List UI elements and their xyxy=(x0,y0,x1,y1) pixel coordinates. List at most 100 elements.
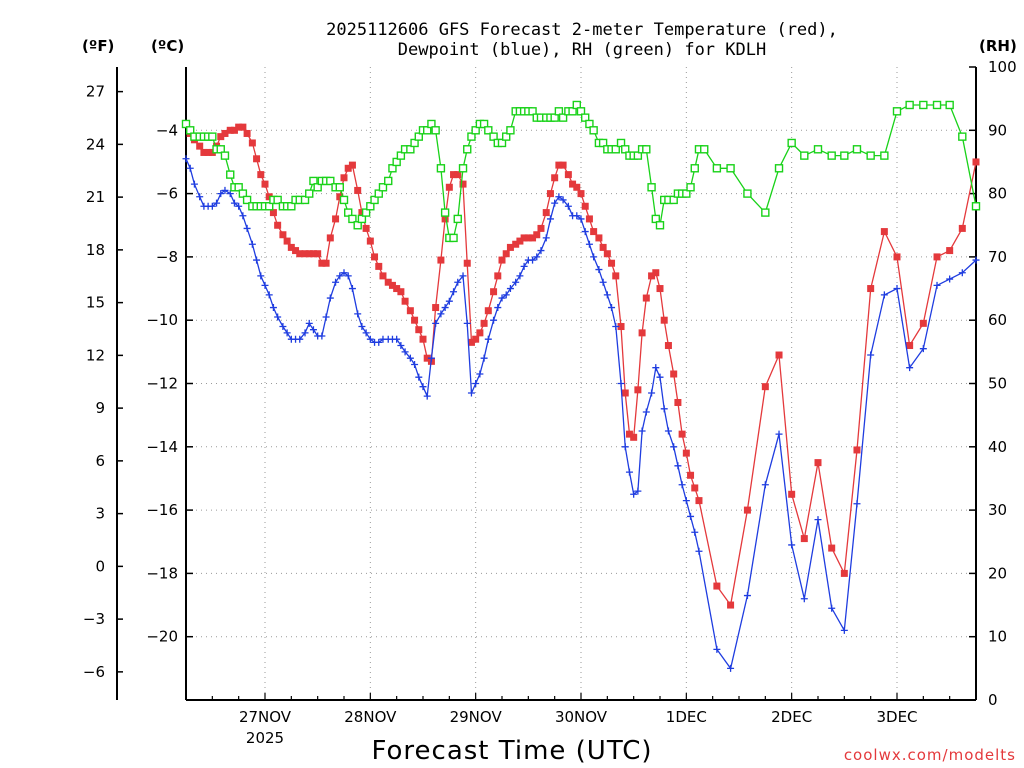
dewpoint-point xyxy=(893,285,901,293)
rh-point xyxy=(384,176,393,186)
tick-labels: −4−6−8−10−12−14−16−18−202724211815129630… xyxy=(83,58,1017,747)
dewpoint-point xyxy=(265,291,273,299)
temperature-point xyxy=(687,471,695,479)
rh-point xyxy=(479,119,489,129)
temperature-point xyxy=(432,304,440,312)
dewpoint-point xyxy=(502,291,510,299)
rh-tick-label-3: 70 xyxy=(988,248,1007,266)
temperature-point xyxy=(423,354,431,362)
temperature-point xyxy=(348,161,356,169)
dewpoint-point xyxy=(687,512,695,520)
dewpoint-series xyxy=(182,155,980,672)
rh-point xyxy=(348,214,357,224)
dewpoint-point xyxy=(269,304,277,312)
temperature-point xyxy=(625,430,633,438)
dewpoint-point xyxy=(332,278,340,286)
temperature-point xyxy=(638,329,646,337)
temperature-point xyxy=(682,449,690,457)
temperature-point xyxy=(467,338,475,346)
temperature-point xyxy=(472,335,480,343)
dewpoint-point xyxy=(958,269,966,277)
temperature-point xyxy=(283,237,291,245)
dewpoint-point xyxy=(411,361,419,369)
dewpoint-point xyxy=(599,278,607,286)
rh-point xyxy=(686,183,695,192)
dewpoint-point xyxy=(542,234,550,242)
fahrenheit-tick-label-6: 9 xyxy=(95,399,105,417)
temperature-point xyxy=(454,171,462,179)
rh-tick-label-10: 0 xyxy=(988,691,998,709)
celsius-tick-label-7: −18 xyxy=(146,564,178,582)
dewpoint-point xyxy=(196,193,204,201)
temperature-point xyxy=(459,180,467,188)
temperature-point xyxy=(253,155,261,163)
dewpoint-point xyxy=(603,291,611,299)
rh-point xyxy=(743,189,752,198)
dewpoint-point xyxy=(551,199,559,207)
dewpoint-point xyxy=(326,294,334,302)
dewpoint-point xyxy=(305,319,313,327)
dewpoint-point xyxy=(427,354,435,362)
temperature-point xyxy=(656,285,664,293)
dewpoint-point xyxy=(490,316,498,324)
rh-point xyxy=(181,119,191,129)
temperature-point xyxy=(814,459,822,467)
dewpoint-point xyxy=(788,541,796,549)
fahrenheit-tick-label-7: 6 xyxy=(95,452,105,470)
dewpoint-point xyxy=(577,215,585,223)
rh-point xyxy=(440,208,450,217)
temperature-point xyxy=(445,183,453,191)
temperature-point xyxy=(322,259,330,267)
rh-series xyxy=(181,100,981,243)
temperature-point xyxy=(585,215,593,223)
temperature-point xyxy=(296,250,304,258)
dewpoint-point xyxy=(257,272,265,280)
rh-point xyxy=(484,126,493,135)
rh-point xyxy=(598,138,608,148)
temperature-point xyxy=(401,297,409,305)
dewpoint-point xyxy=(656,373,664,381)
temperature-point xyxy=(533,231,541,239)
temperature-point xyxy=(371,253,379,261)
rh-point xyxy=(554,107,564,116)
rh-point xyxy=(339,195,349,205)
temperature-point xyxy=(239,123,247,131)
temperature-point xyxy=(906,342,914,350)
temperature-point xyxy=(919,319,927,327)
rh-point xyxy=(712,164,722,173)
temperature-point xyxy=(946,247,954,255)
dewpoint-point xyxy=(585,240,593,248)
temperature-series xyxy=(182,120,980,609)
rh-point xyxy=(392,157,401,167)
axes xyxy=(116,66,977,701)
dewpoint-point xyxy=(564,202,572,210)
temperature-point xyxy=(301,250,309,258)
temperature-point xyxy=(775,351,783,359)
dewpoint-point xyxy=(366,335,374,343)
temperature-point xyxy=(463,259,471,267)
rh-point xyxy=(971,202,981,211)
rh-point xyxy=(585,119,594,129)
temperature-point xyxy=(788,490,796,498)
temperature-point xyxy=(524,234,532,242)
rh-point xyxy=(396,151,406,160)
dewpoint-point xyxy=(239,212,247,220)
temperature-point xyxy=(314,250,322,258)
temperature-point xyxy=(397,288,405,296)
dewpoint-point xyxy=(432,319,440,327)
dewpoint-point xyxy=(670,443,678,451)
celsius-tick-label-0: −4 xyxy=(156,121,178,139)
rh-point xyxy=(568,107,577,116)
chart-title-line1: 2025112606 GFS Forecast 2-meter Temperat… xyxy=(326,20,838,40)
rh-point xyxy=(458,164,468,173)
dewpoint-point xyxy=(695,547,703,555)
rh-point xyxy=(880,151,889,160)
temperature-point xyxy=(840,569,848,577)
temperature-point xyxy=(612,272,620,280)
dewpoint-point xyxy=(713,645,721,653)
rh-tick-label-4: 60 xyxy=(988,311,1007,329)
temperature-point xyxy=(674,398,682,406)
dewpoint-point xyxy=(800,595,808,603)
dewpoint-point xyxy=(537,247,545,255)
dewpoint-point xyxy=(621,443,629,451)
